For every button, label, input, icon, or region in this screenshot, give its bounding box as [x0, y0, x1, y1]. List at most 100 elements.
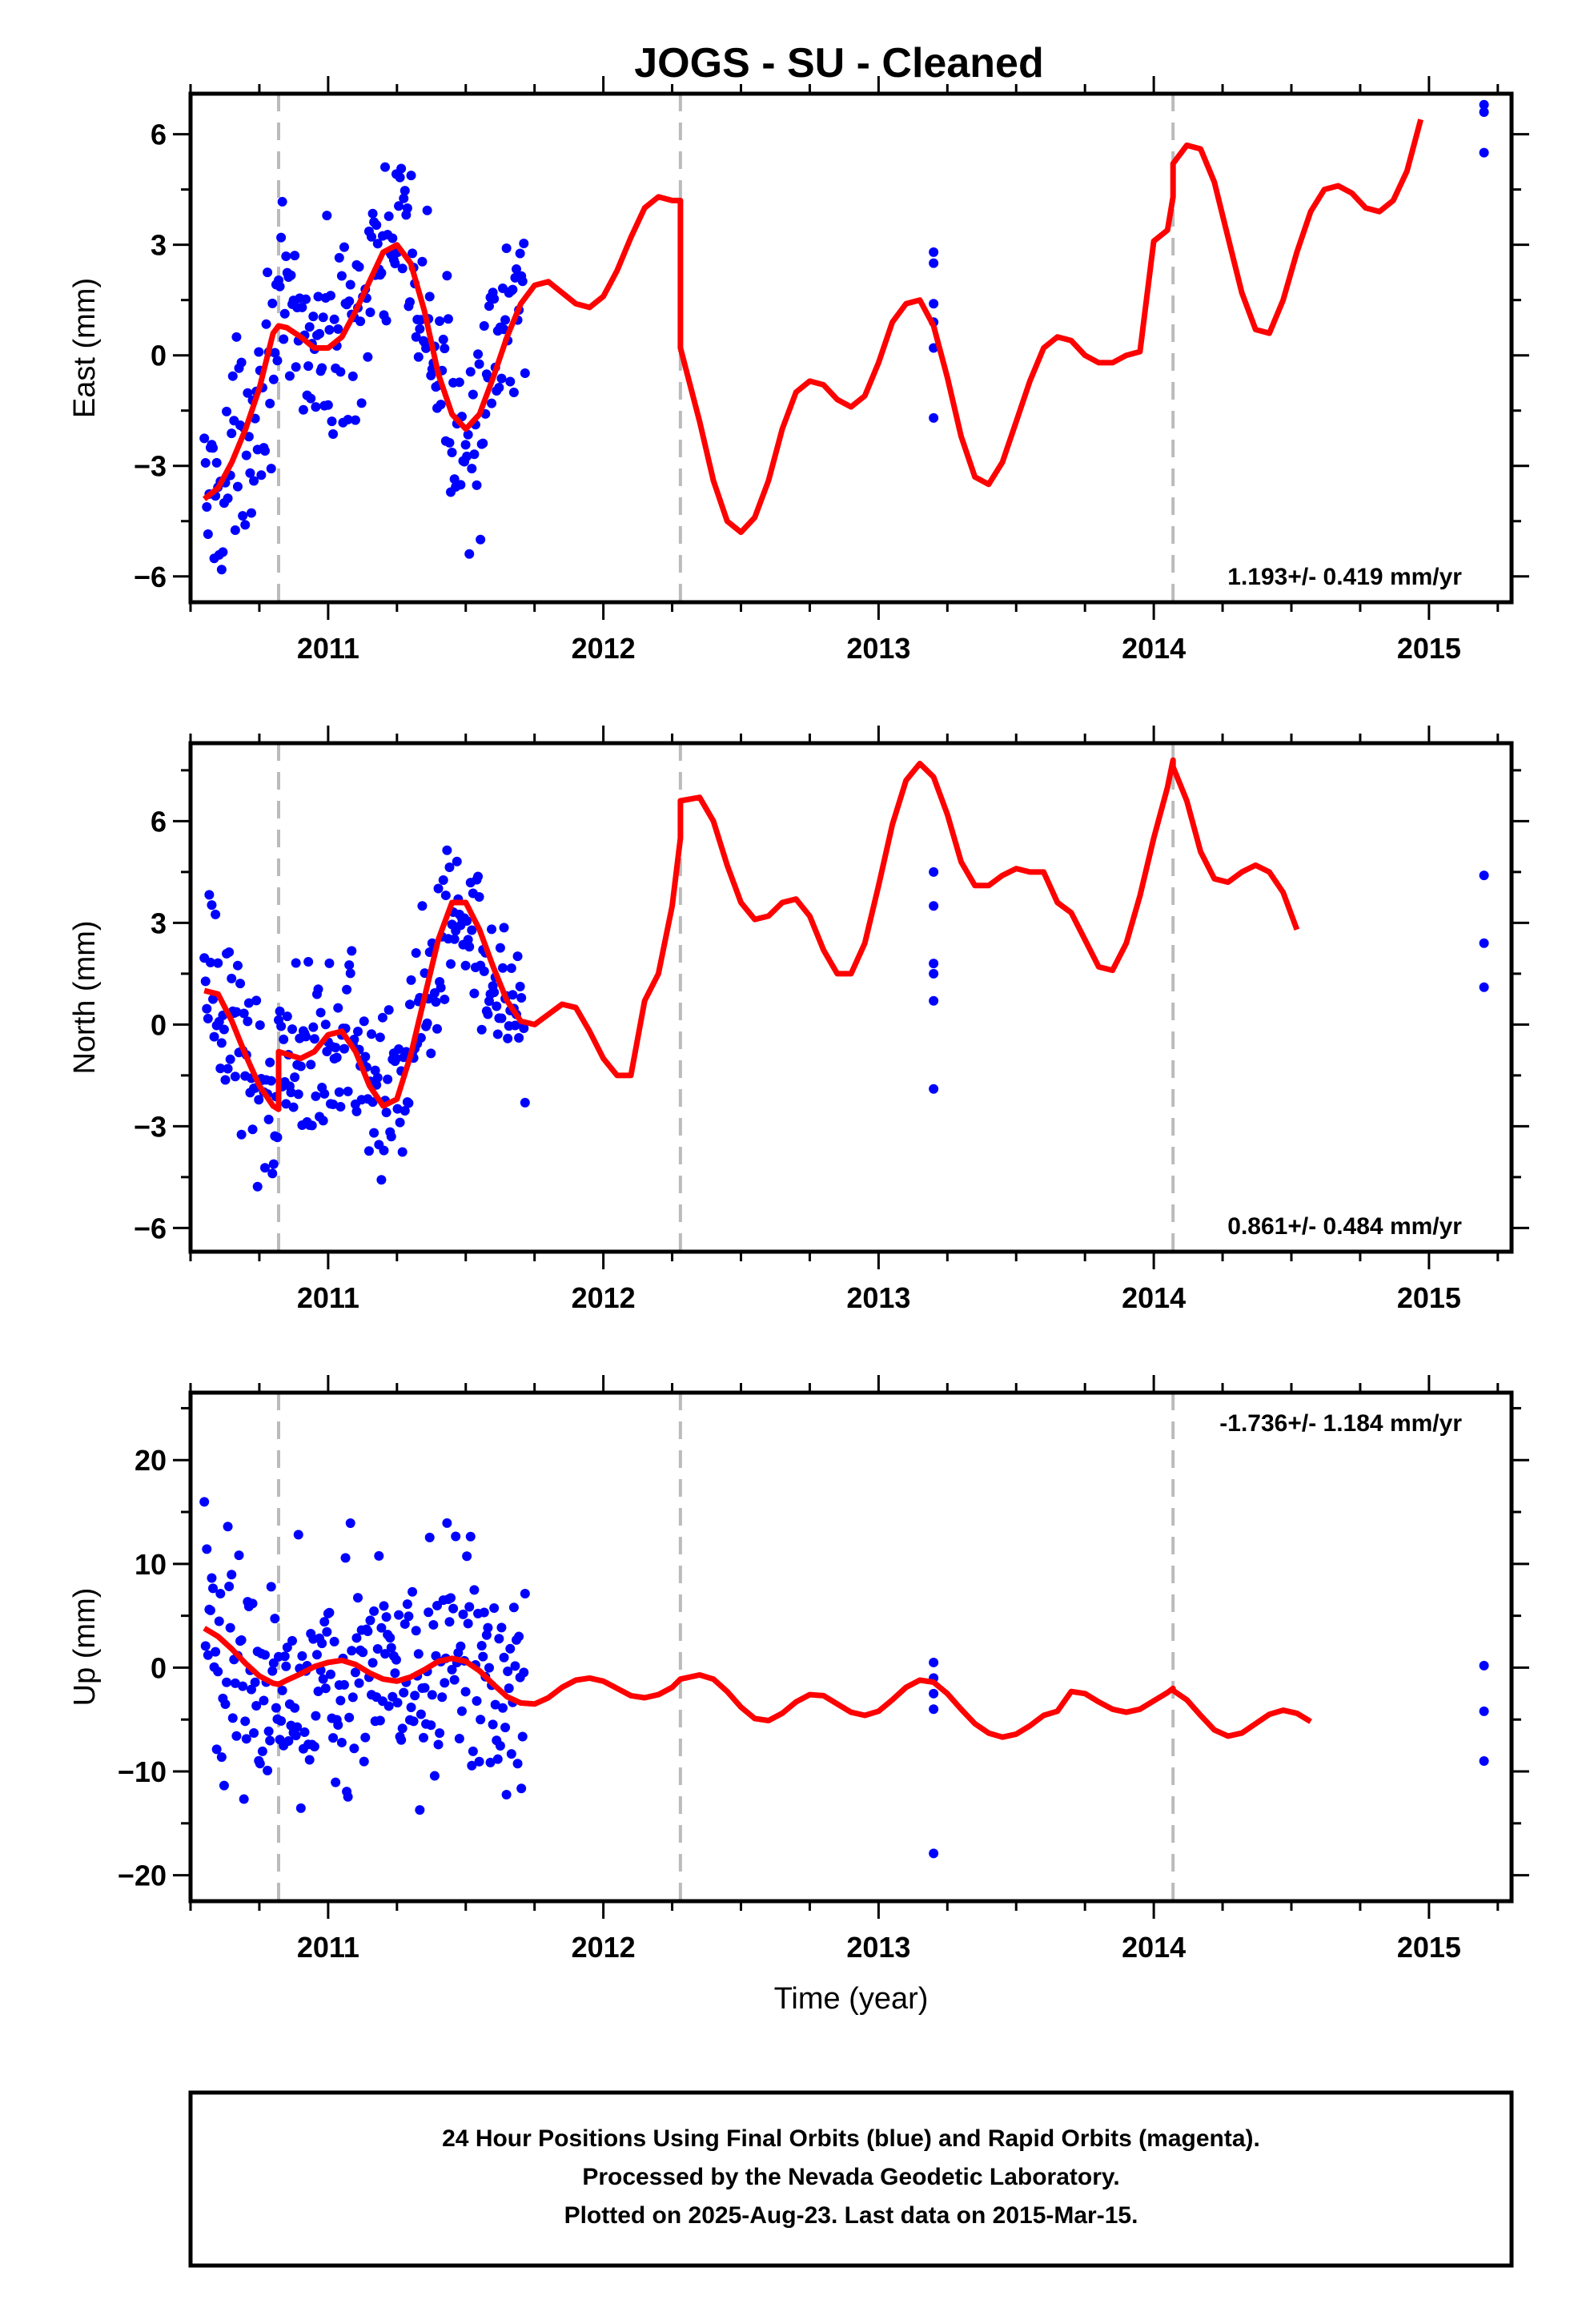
data-point: [397, 1723, 408, 1734]
data-point: [1479, 107, 1489, 118]
data-point: [349, 1743, 359, 1754]
data-point: [307, 1120, 317, 1131]
y-axis-label: North (mm): [68, 920, 102, 1074]
data-point: [358, 1647, 368, 1658]
data-point: [422, 205, 432, 215]
data-point: [232, 481, 243, 492]
data-point: [230, 1072, 240, 1082]
data-point: [367, 1097, 378, 1108]
data-point: [263, 267, 273, 278]
data-point: [288, 1102, 299, 1112]
data-point: [383, 1005, 394, 1015]
data-point: [241, 1734, 251, 1744]
data-point: [365, 1615, 375, 1626]
data-point: [350, 415, 360, 425]
data-point: [379, 1145, 389, 1156]
data-point: [411, 1626, 421, 1636]
data-point: [249, 1727, 259, 1738]
data-point: [381, 1612, 391, 1622]
data-point: [462, 451, 472, 461]
data-point: [360, 1732, 371, 1743]
data-point: [447, 447, 457, 457]
data-point: [460, 440, 471, 450]
data-point: [250, 1677, 260, 1687]
data-point: [275, 281, 285, 292]
data-point: [271, 1703, 281, 1713]
data-point: [929, 247, 939, 257]
data-point: [929, 1704, 939, 1715]
data-point: [259, 1650, 270, 1660]
y-tick-label: −3: [134, 1110, 167, 1143]
data-point: [265, 1735, 275, 1746]
data-point: [329, 314, 339, 324]
data-point: [433, 1739, 444, 1750]
data-point: [200, 1641, 211, 1651]
data-point: [383, 1701, 394, 1711]
data-point: [484, 301, 494, 312]
data-point: [231, 1731, 242, 1741]
data-point: [345, 1518, 355, 1528]
data-point: [240, 520, 251, 530]
data-point: [345, 968, 355, 979]
data-point: [479, 966, 489, 976]
data-point: [261, 319, 271, 329]
data-point: [465, 1531, 476, 1542]
data-point: [309, 1741, 319, 1751]
data-point: [276, 1716, 287, 1727]
data-point: [446, 959, 456, 969]
data-point: [929, 1848, 939, 1859]
data-point: [929, 258, 939, 268]
data-point: [517, 1731, 528, 1742]
data-point: [200, 457, 211, 468]
data-point: [298, 404, 308, 415]
data-point: [203, 1650, 213, 1660]
data-point: [424, 292, 435, 302]
data-point: [426, 1720, 436, 1731]
data-point: [225, 1054, 235, 1064]
data-point: [462, 1551, 472, 1562]
data-point: [468, 389, 478, 400]
data-point: [283, 1736, 294, 1747]
data-point: [404, 1611, 414, 1622]
data-point: [227, 1713, 238, 1723]
data-point: [367, 208, 378, 219]
data-point: [476, 1640, 487, 1651]
data-point: [495, 1741, 505, 1751]
data-point: [265, 398, 275, 408]
footer-box: 24 Hour Positions Using Final Orbits (bl…: [188, 2090, 1514, 2268]
data-point: [516, 1783, 527, 1794]
data-point: [1479, 938, 1489, 948]
data-point: [400, 1106, 410, 1116]
data-point: [929, 901, 939, 911]
footer-frame: [188, 2090, 1514, 2268]
data-point: [304, 322, 315, 332]
data-point: [231, 1007, 242, 1017]
data-point: [224, 1581, 235, 1591]
data-point: [473, 871, 484, 882]
data-point: [266, 1582, 276, 1592]
data-point: [497, 963, 508, 973]
data-point: [444, 1617, 455, 1627]
data-point: [404, 1098, 414, 1108]
data-point: [291, 958, 301, 968]
data-point: [508, 284, 518, 295]
data-point: [474, 1756, 484, 1767]
data-point: [504, 1683, 514, 1694]
data-point: [432, 1023, 442, 1034]
data-point: [336, 1737, 347, 1747]
data-point: [202, 1544, 212, 1554]
data-point: [505, 376, 516, 387]
data-point: [214, 1616, 224, 1626]
data-point: [408, 1586, 418, 1597]
data-point: [458, 1609, 468, 1619]
data-point: [291, 362, 301, 372]
data-point: [484, 1663, 494, 1673]
data-point: [514, 1032, 524, 1043]
data-point: [243, 1016, 253, 1027]
data-point: [411, 332, 421, 342]
data-point: [347, 946, 357, 956]
data-point: [227, 1570, 237, 1580]
data-point: [473, 349, 484, 360]
data-point: [369, 1128, 379, 1138]
